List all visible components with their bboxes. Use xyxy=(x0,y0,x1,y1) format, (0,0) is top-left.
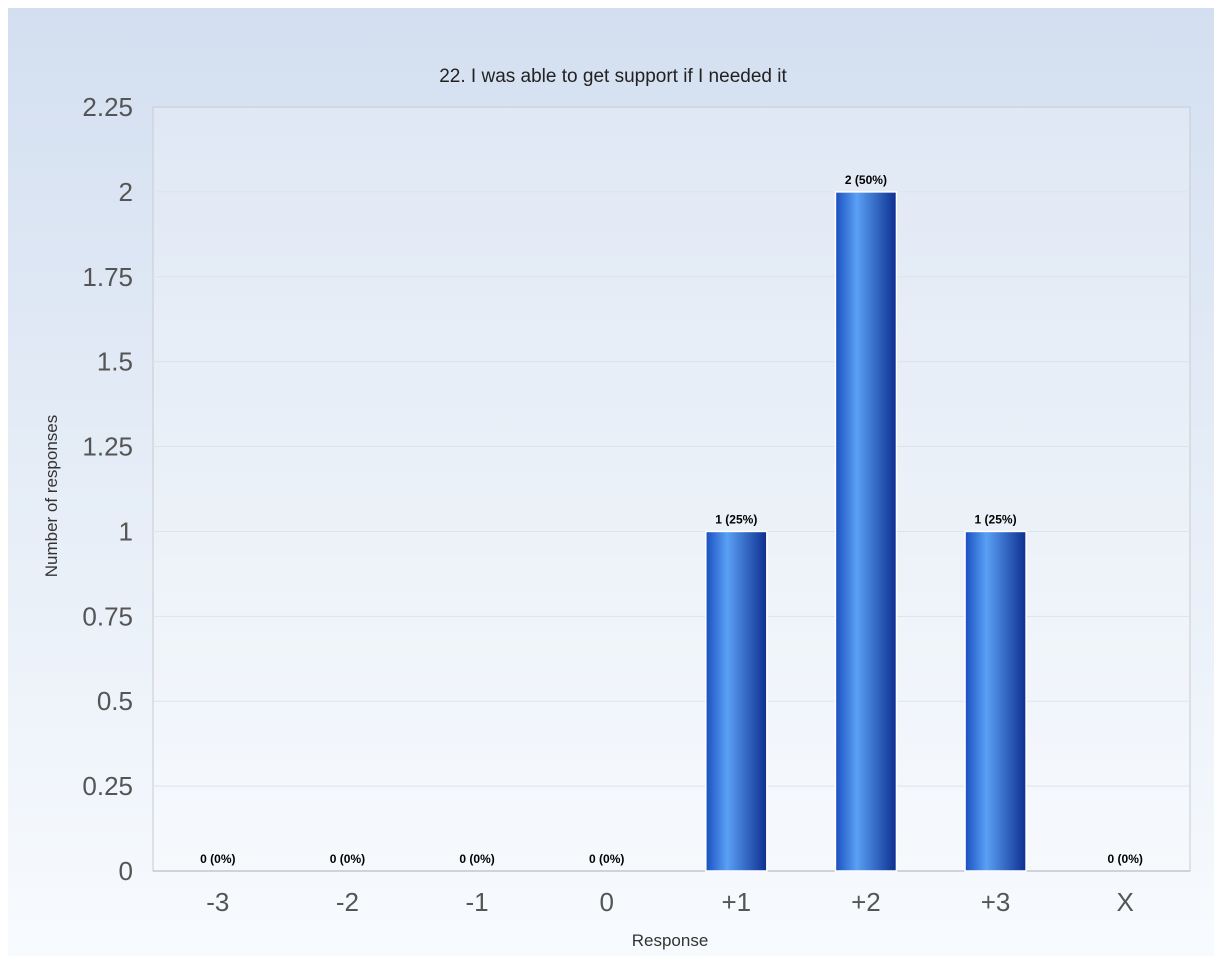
x-tick-label: -1 xyxy=(466,887,489,917)
bar xyxy=(834,191,898,872)
x-tick-label: +3 xyxy=(981,887,1011,917)
x-tick-label: +2 xyxy=(851,887,881,917)
x-tick-label: X xyxy=(1117,887,1134,917)
bar xyxy=(964,530,1027,872)
y-tick-label: 0.75 xyxy=(82,601,133,631)
data-label: 0 (0%) xyxy=(1108,852,1143,866)
data-label: 0 (0%) xyxy=(200,852,235,866)
bar-chart: 22. I was able to get support if I neede… xyxy=(8,8,1214,956)
y-tick-label: 0.5 xyxy=(97,686,133,716)
y-tick-label: 0 xyxy=(119,856,133,886)
data-label: 0 (0%) xyxy=(330,852,365,866)
x-tick-label: -2 xyxy=(336,887,359,917)
chart-title: 22. I was able to get support if I neede… xyxy=(439,66,787,87)
x-tick-label: -3 xyxy=(206,887,229,917)
chart-container: 22. I was able to get support if I neede… xyxy=(8,8,1214,956)
bar xyxy=(705,530,768,872)
y-tick-label: 1 xyxy=(119,516,133,546)
y-axis-title: Number of responses xyxy=(42,415,61,578)
y-tick-label: 2.25 xyxy=(82,92,133,122)
data-label: 2 (50%) xyxy=(845,173,887,187)
data-label: 1 (25%) xyxy=(975,512,1017,526)
x-tick-label: 0 xyxy=(599,887,613,917)
data-label: 0 (0%) xyxy=(589,852,624,866)
y-tick-label: 0.25 xyxy=(82,771,133,801)
y-tick-label: 1.25 xyxy=(82,432,133,462)
plot-area xyxy=(152,106,1191,872)
x-axis-title: Response xyxy=(632,931,709,950)
data-label: 1 (25%) xyxy=(715,512,757,526)
y-tick-label: 1.5 xyxy=(97,347,133,377)
y-tick-label: 1.75 xyxy=(82,262,133,292)
data-label: 0 (0%) xyxy=(459,852,494,866)
x-tick-label: +1 xyxy=(721,887,751,917)
y-tick-label: 2 xyxy=(119,177,133,207)
